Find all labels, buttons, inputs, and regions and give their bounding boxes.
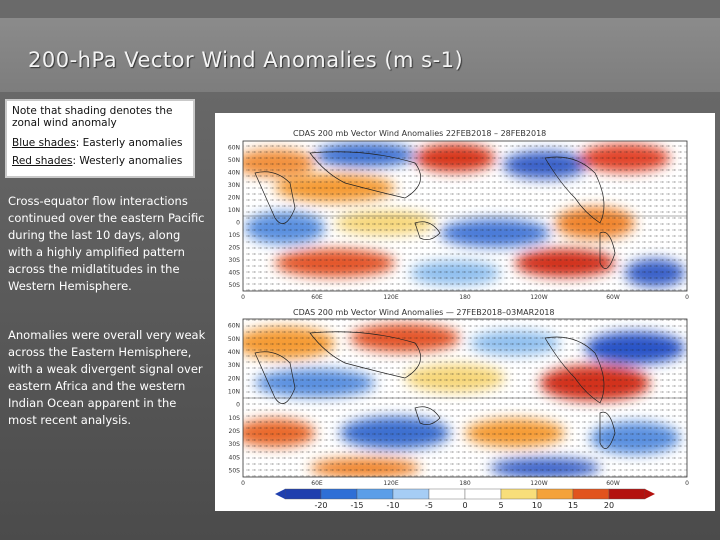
colorbar-swatch	[536, 488, 574, 500]
lon-tick-label: 180	[459, 480, 471, 487]
lat-tick-label: 0	[236, 402, 240, 409]
title-bar: 200-hPa Vector Wind Anomalies (m s-1)	[0, 0, 720, 92]
lon-tick-label: 0	[241, 294, 245, 301]
colorbar-swatch	[392, 488, 430, 500]
lat-tick-label: 0	[236, 219, 240, 226]
blue-shades-note: Blue shades: Easterly anomalies	[12, 137, 188, 149]
colorbar-swatch	[608, 488, 646, 500]
lat-tick-label: 10N	[228, 207, 240, 214]
colorbar-arrow-left	[275, 489, 285, 499]
paragraph-cross-equator: Cross-equator flow interactions continue…	[8, 194, 205, 293]
lat-tick-label: 60N	[228, 144, 240, 151]
lat-axis-bottom: 60N 50N 40N 30N 20N 10N 0 10S 20S 30S 40S 50S	[228, 323, 240, 475]
lon-tick-label: 0	[685, 480, 689, 487]
anomaly-map-bottom	[243, 319, 687, 477]
colorbar-swatch	[428, 488, 466, 500]
colorbar-arrow-right	[645, 489, 655, 499]
colorbar-swatch	[320, 488, 358, 500]
colorbar-label: -15	[350, 501, 363, 510]
lat-tick-label: 50S	[229, 467, 241, 474]
paragraph-anomalies: Anomalies were overall very weak across …	[8, 328, 206, 427]
blue-shades-label: Blue shades	[12, 137, 76, 149]
lon-tick-label: 60W	[606, 294, 620, 301]
lon-tick-label: 180	[459, 294, 471, 301]
lat-tick-label: 40S	[229, 454, 241, 461]
colorbar-label: 15	[568, 501, 578, 510]
colorbar: -20 -15 -10 -5 0 5 10 15 20	[275, 488, 655, 510]
lon-tick-label: 0	[241, 480, 245, 487]
lon-axis-bottom: 0 60E 120E 180 120W 60W 0	[241, 480, 689, 487]
shading-note: Note that shading denotes the zonal wind…	[5, 99, 195, 178]
lat-tick-label: 10N	[228, 388, 240, 395]
colorbar-swatch	[572, 488, 610, 500]
slide-title: 200-hPa Vector Wind Anomalies (m s-1)	[28, 48, 464, 72]
lat-tick-label: 20N	[228, 194, 240, 201]
map-title-top: CDAS 200 mb Vector Wind Anomalies 22FEB2…	[293, 129, 546, 138]
lon-tick-label: 120E	[383, 294, 398, 301]
lat-tick-label: 60N	[228, 323, 240, 330]
lon-tick-label: 60W	[606, 480, 620, 487]
lat-tick-label: 30N	[228, 362, 240, 369]
lon-axis-top: 0 60E 120E 180 120W 60W 0	[241, 294, 689, 301]
lat-tick-label: 20S	[229, 428, 241, 435]
red-shades-note: Red shades: Westerly anomalies	[12, 155, 188, 167]
colorbar-swatch	[464, 488, 502, 500]
colorbar-label: 10	[532, 501, 542, 510]
lon-tick-label: 60E	[311, 480, 323, 487]
wind-anomaly-figure: CDAS 200 mb Vector Wind Anomalies 22FEB2…	[215, 113, 715, 511]
lat-tick-label: 10S	[229, 232, 241, 239]
lat-tick-label: 40N	[228, 349, 240, 356]
lat-tick-label: 30S	[229, 441, 241, 448]
colorbar-label: -5	[425, 501, 433, 510]
note-line: Note that shading denotes the zonal wind…	[12, 105, 173, 129]
colorbar-label: -10	[386, 501, 399, 510]
lon-tick-label: 120W	[530, 480, 547, 487]
anomaly-map-top	[243, 141, 687, 291]
lat-tick-label: 20N	[228, 375, 240, 382]
lat-tick-label: 40N	[228, 169, 240, 176]
colorbar-swatch	[500, 488, 538, 500]
colorbar-label: -20	[314, 501, 327, 510]
colorbar-label: 20	[604, 501, 614, 510]
lat-tick-label: 40S	[229, 269, 241, 276]
lat-tick-label: 10S	[229, 415, 241, 422]
map-title-bottom: CDAS 200 mb Vector Wind Anomalies — 27FE…	[293, 308, 555, 317]
figure-svg: CDAS 200 mb Vector Wind Anomalies 22FEB2…	[228, 129, 689, 510]
colorbar-label: 5	[498, 501, 503, 510]
blue-shades-desc: : Easterly anomalies	[75, 137, 183, 149]
lat-tick-label: 50N	[228, 157, 240, 164]
lon-tick-label: 0	[685, 294, 689, 301]
red-shades-label: Red shades	[12, 155, 73, 167]
colorbar-swatch	[284, 488, 322, 500]
lat-tick-label: 30S	[229, 257, 241, 264]
lon-tick-label: 120E	[383, 480, 398, 487]
colorbar-label: 0	[462, 501, 467, 510]
lat-tick-label: 30N	[228, 182, 240, 189]
lat-tick-label: 50N	[228, 336, 240, 343]
lat-tick-label: 20S	[229, 244, 241, 251]
colorbar-swatch	[356, 488, 394, 500]
lat-axis-top: 60N 50N 40N 30N 20N 10N 0 10S 20S 30S 40S 50S	[228, 144, 240, 289]
lon-tick-label: 120W	[530, 294, 547, 301]
red-shades-desc: : Westerly anomalies	[72, 155, 183, 167]
lon-tick-label: 60E	[311, 294, 323, 301]
top-strip	[0, 0, 720, 18]
lat-tick-label: 50S	[229, 282, 241, 289]
